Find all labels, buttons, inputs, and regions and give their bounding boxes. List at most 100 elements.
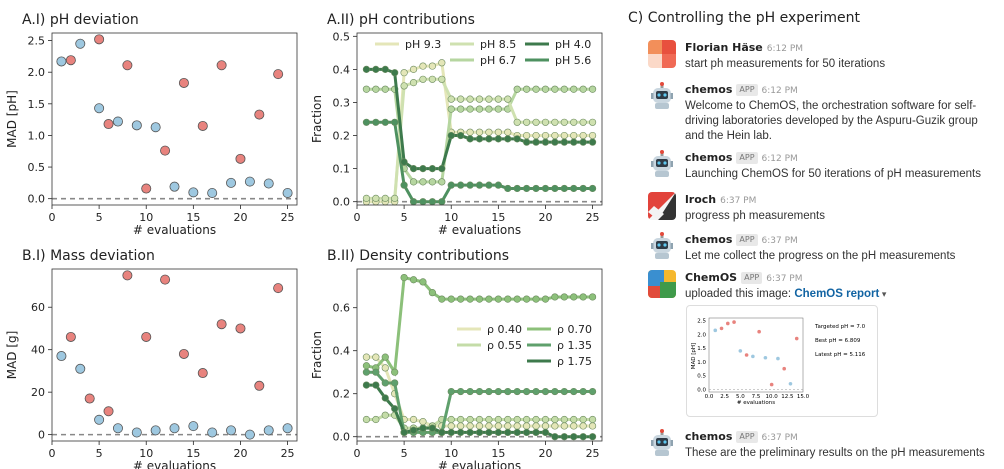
y-tick-label: 2.0 [28, 66, 46, 79]
scatter-point [65, 55, 76, 66]
timestamp[interactable]: 6:37 PM [761, 236, 798, 246]
x-tick-label: 10 [139, 211, 153, 224]
report-link[interactable]: ChemOS report [794, 288, 880, 300]
sender-name[interactable]: Florian Häse [685, 41, 763, 54]
series-point [466, 128, 474, 136]
x-tick-label: 20 [233, 211, 247, 224]
timestamp[interactable]: 6:37 PM [761, 433, 798, 443]
series-point [551, 415, 559, 424]
series-point [532, 428, 540, 437]
series-point [570, 293, 578, 301]
scatter-point [207, 427, 218, 438]
series-point [560, 85, 568, 93]
series-point [494, 181, 502, 189]
series-point [523, 387, 531, 396]
series-point [523, 184, 531, 193]
message-text-content: start ph measurements for 50 iterations [685, 58, 886, 70]
series-point [419, 62, 427, 70]
avatar [648, 150, 676, 178]
scatter-point [65, 331, 76, 342]
timestamp[interactable]: 6:37 PM [720, 196, 757, 206]
message-header: chemos APP 6:37 PM [685, 429, 997, 446]
x-tick-label: 25 [281, 447, 295, 460]
series-point [447, 428, 455, 437]
sender-name[interactable]: chemos [685, 83, 733, 96]
series-point [447, 131, 455, 140]
series-point [409, 165, 418, 173]
sender-name[interactable]: ChemOS [685, 271, 738, 284]
series-point [504, 295, 512, 303]
series-point [560, 184, 568, 193]
series-point [579, 433, 587, 441]
scatter-point [235, 153, 246, 164]
series-point [541, 184, 550, 193]
series-point [428, 289, 436, 297]
series-point [362, 362, 371, 370]
series-point [541, 415, 550, 424]
x-tick-label: 10 [139, 447, 153, 460]
y-axis-label: Fraction [310, 331, 324, 379]
user-avatar-icon [648, 40, 676, 68]
message-body: chemos APP 6:12 PM Launching ChemOS for 50 … [685, 150, 997, 182]
series-point [588, 118, 597, 126]
series-point [551, 422, 559, 430]
sender-name[interactable]: chemos [685, 233, 733, 246]
series-point [381, 65, 389, 73]
thumb-y-tick: 1.5 [697, 346, 706, 352]
series-point [523, 138, 531, 146]
timestamp[interactable]: 6:37 PM [766, 274, 803, 284]
scatter-point [273, 283, 284, 294]
series-point [372, 85, 380, 93]
sender-name[interactable]: chemos [685, 151, 733, 164]
sender-name[interactable]: lroch [685, 193, 717, 206]
report-thumbnail-image[interactable]: 0.0 2.5 5.0 7.5 10.0 12.5 15.0 2.5 2.0 1.5 1.0 0.5 0… [686, 305, 878, 417]
series-point [513, 135, 521, 143]
series-point [494, 128, 502, 136]
y-tick-label: 60 [31, 301, 45, 314]
series-point [475, 387, 484, 396]
thumb-y-tick: 0.0 [697, 387, 706, 393]
series-point [466, 415, 474, 424]
series-point [523, 118, 531, 126]
scatter-point [197, 368, 208, 379]
series-point [400, 158, 408, 166]
series-point [381, 118, 389, 126]
y-tick-label: 1.5 [28, 98, 46, 111]
series-point [541, 295, 550, 303]
series-point [362, 194, 371, 202]
thumb-y-tick: 2.0 [697, 332, 706, 338]
timestamp[interactable]: 6:12 PM [766, 44, 804, 54]
y-tick-label: 0.3 [333, 96, 351, 109]
series-point [532, 415, 540, 424]
timestamp[interactable]: 6:12 PM [761, 154, 798, 164]
series-point [457, 422, 465, 430]
series-point [381, 394, 389, 402]
x-tick-label: 20 [538, 447, 552, 460]
series-point [579, 387, 587, 396]
timestamp[interactable]: 6:12 PM [761, 86, 798, 96]
thumb-x-label: # evaluations [737, 400, 775, 406]
chevron-down-icon[interactable]: ▾ [879, 289, 887, 299]
scatter-point [188, 421, 199, 432]
series-point [409, 79, 418, 87]
series-point [400, 274, 408, 282]
sender-name[interactable]: chemos [685, 430, 733, 443]
x-tick-label: 5 [96, 447, 103, 460]
thumb-x-tick: 2.5 [720, 394, 729, 400]
series-point [570, 387, 578, 396]
legend-label: ρ 1.35 [557, 339, 592, 352]
thumb-point [744, 353, 749, 357]
scatter-point [235, 323, 246, 334]
series-point [485, 128, 493, 136]
series-point [551, 118, 559, 126]
scatter-point [75, 38, 86, 49]
series-point [588, 131, 597, 140]
series-point [372, 368, 380, 376]
chart-panel-1: A.II) pH contributions 0 5 10 15 20 25 0.0 0.1 0.… [310, 12, 603, 237]
x-tick-label: 0 [49, 447, 56, 460]
series-point [419, 165, 427, 173]
series-point [513, 184, 521, 193]
message-body: chemos APP 6:37 PM Let me collect the progr… [685, 232, 997, 264]
series-point [551, 85, 559, 93]
series-point [362, 381, 371, 389]
